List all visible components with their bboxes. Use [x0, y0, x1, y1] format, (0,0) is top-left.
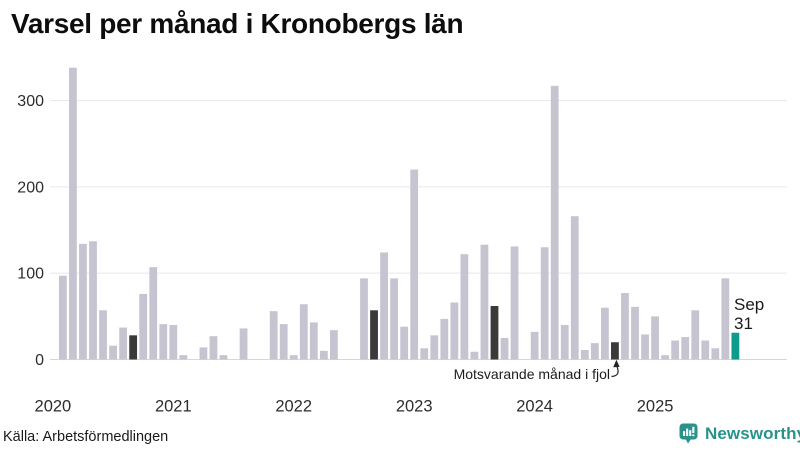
newsworthy-logo: Newsworthy [679, 422, 800, 446]
bar-previous-september [370, 310, 378, 360]
bar [390, 278, 399, 360]
highlight-month-label: Sep [734, 295, 765, 314]
bar [530, 331, 539, 360]
newsworthy-icon [679, 423, 698, 444]
bar [159, 324, 168, 360]
bar [239, 328, 248, 360]
bar [510, 246, 519, 360]
bar [691, 310, 700, 360]
bar [711, 348, 720, 360]
x-year-label: 2024 [516, 398, 553, 416]
bar [721, 278, 730, 360]
bar [169, 324, 178, 360]
axis-labels: 0 100 200 300 2020 2021 2022 2023 2024 2025 [17, 93, 673, 415]
bar [681, 337, 690, 360]
y-tick-label: 100 [17, 266, 44, 283]
bar [580, 350, 589, 360]
bar [470, 351, 479, 360]
bar [209, 336, 218, 360]
bars [59, 67, 740, 360]
x-year-label: 2023 [396, 398, 433, 416]
bar [641, 334, 649, 360]
bar [560, 324, 569, 360]
bar [79, 243, 87, 360]
bar [360, 278, 368, 360]
bar [330, 330, 338, 360]
bar [219, 355, 228, 360]
y-tick-label: 0 [35, 352, 44, 369]
bar [601, 307, 609, 360]
bar [590, 343, 599, 360]
bar [99, 310, 107, 360]
bar [410, 169, 419, 360]
highlight-label: Sep 31 [734, 295, 764, 333]
bar [199, 347, 208, 360]
newsworthy-wordmark: Newsworthy [705, 424, 800, 443]
bar [319, 350, 328, 360]
source-label: Källa: Arbetsförmedlingen [3, 429, 169, 445]
bar [149, 267, 158, 360]
bar [309, 322, 318, 360]
gridlines [50, 100, 787, 360]
annotation-arrow [611, 359, 620, 378]
bar [430, 335, 439, 360]
bar-previous-september [490, 305, 499, 360]
bar [540, 247, 549, 360]
annotation-label: Motsvarande månad i fjol [453, 366, 610, 382]
bar [269, 311, 278, 360]
bar [299, 304, 308, 360]
bar [59, 275, 67, 360]
bar [671, 340, 680, 360]
bar [380, 252, 388, 360]
y-tick-label: 200 [17, 179, 44, 196]
bar [570, 216, 579, 360]
bar [69, 67, 77, 360]
bar [661, 355, 670, 360]
bar [139, 293, 148, 360]
bar [109, 345, 117, 360]
bar [279, 324, 288, 360]
bar-previous-september [129, 335, 138, 360]
bar [400, 326, 409, 360]
bar [119, 327, 128, 360]
bar [480, 244, 489, 360]
bar [500, 337, 509, 360]
bar [621, 293, 629, 360]
bar [420, 348, 429, 360]
x-year-label: 2021 [155, 398, 192, 416]
bar [179, 355, 188, 360]
bar [631, 306, 639, 360]
chart-title: Varsel per månad i Kronobergs län [11, 8, 464, 39]
x-year-label: 2022 [275, 398, 312, 416]
x-year-label: 2025 [637, 398, 674, 416]
bar [651, 316, 659, 360]
bar [460, 254, 469, 360]
x-year-label: 2020 [35, 398, 72, 416]
bar [89, 241, 97, 360]
bar [450, 302, 459, 360]
bar [440, 318, 449, 360]
bar [289, 355, 298, 360]
y-tick-label: 300 [17, 93, 44, 110]
highlight-value-label: 31 [734, 314, 753, 333]
bar-highlight-current [731, 332, 740, 360]
bar [550, 85, 559, 360]
bar [701, 340, 710, 360]
bar-previous-september [611, 342, 619, 360]
